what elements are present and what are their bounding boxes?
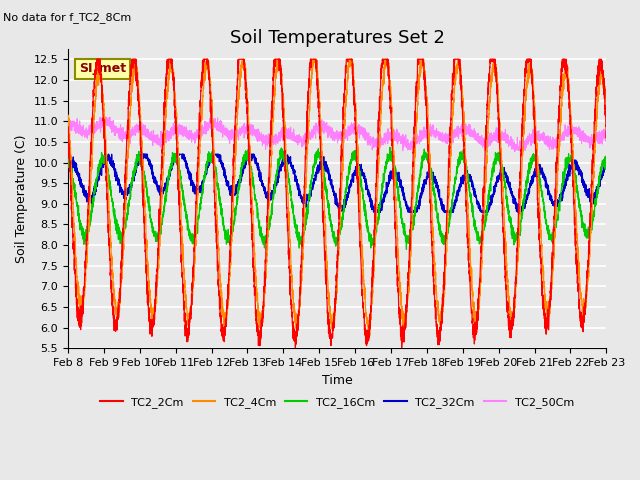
- Text: No data for f_TC2_8Cm: No data for f_TC2_8Cm: [3, 12, 131, 23]
- Y-axis label: Soil Temperature (C): Soil Temperature (C): [15, 134, 28, 263]
- Legend: TC2_2Cm, TC2_4Cm, TC2_16Cm, TC2_32Cm, TC2_50Cm: TC2_2Cm, TC2_4Cm, TC2_16Cm, TC2_32Cm, TC…: [96, 393, 579, 413]
- X-axis label: Time: Time: [322, 373, 353, 387]
- Text: SI_met: SI_met: [79, 62, 126, 75]
- Title: Soil Temperatures Set 2: Soil Temperatures Set 2: [230, 29, 445, 48]
